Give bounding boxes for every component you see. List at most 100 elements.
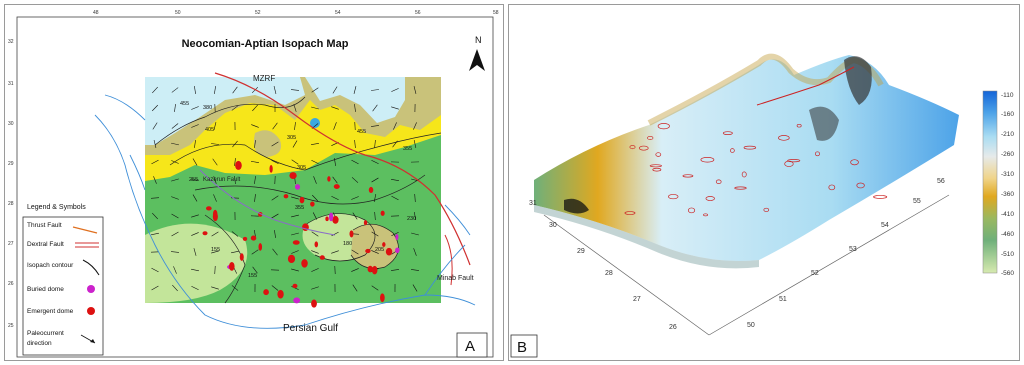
dextral-fault-icon	[75, 242, 99, 248]
dome-ring	[828, 184, 836, 191]
paleocurrent-arrow	[351, 268, 359, 272]
paleocurrent-arrow	[370, 125, 380, 127]
dome-ring	[624, 211, 636, 215]
dome-ring	[796, 123, 802, 128]
paleocurrent-arrow	[234, 157, 236, 167]
paleocurrent-arrow	[171, 123, 179, 129]
emergent-dome	[292, 283, 298, 289]
north-arrow: N	[469, 35, 485, 71]
contour-label: 355	[403, 146, 412, 152]
paleocurrent-arrow	[292, 140, 298, 148]
emergent-dome	[239, 253, 244, 261]
paleocurrent-arrow	[413, 86, 417, 94]
emergent-dome	[325, 216, 329, 222]
panel-b-letter-box	[510, 334, 538, 358]
emergent-dome	[382, 242, 386, 247]
paleocurrent-arrow	[413, 212, 417, 220]
left-tick: 29	[8, 161, 14, 167]
paleocurrent-arrow	[411, 178, 419, 182]
emergent-dome	[283, 194, 289, 199]
paleocurrent-arrows	[150, 86, 420, 293]
dome-ring	[700, 157, 715, 163]
lon-tick: 55	[913, 198, 921, 205]
paleocurrent-arrow	[271, 195, 279, 201]
emergent-dome	[229, 261, 235, 271]
legend-emergent-label: Emergent dome	[27, 308, 74, 315]
lat-tick: 30	[549, 222, 557, 229]
region-cyan-east	[305, 77, 405, 123]
dome-ring	[705, 196, 715, 201]
lat-tick: 27	[633, 296, 641, 303]
contour-labels: 455 380 405 305 255 230 355 305 155 155 …	[180, 101, 416, 279]
buried-dome	[395, 234, 399, 240]
legend-title: Legend & Symbols	[27, 204, 86, 211]
paleocurrent-arrow	[332, 176, 338, 184]
emergent-dome	[235, 160, 242, 170]
dome-ring	[687, 207, 696, 214]
paleocurrent-arrow	[251, 124, 259, 128]
colorbar-label: -510	[1001, 251, 1014, 258]
paleocurrent-arrow	[251, 249, 259, 255]
paleocurrent-arrow	[291, 196, 299, 200]
contour-label: 155	[248, 273, 257, 279]
lat-axis-line	[543, 214, 710, 336]
isopach-map-svg: 48 50 52 54 56 58 32 31 30 29 28 27 26 2…	[8, 10, 499, 358]
top-tick: 48	[93, 10, 99, 16]
region-khaki-center	[253, 130, 282, 157]
dome-ring	[741, 171, 747, 178]
dome-ring	[682, 174, 694, 178]
emergent-dome	[287, 254, 296, 264]
dome-ring	[850, 159, 859, 166]
emergent-dome	[363, 220, 368, 226]
paleocurrent-arrow	[232, 86, 238, 94]
paleocurrent-arrow	[251, 160, 259, 164]
colorbar-ramp	[982, 90, 998, 274]
dome-ring	[787, 159, 801, 163]
paleocurrent-arrow	[391, 269, 399, 271]
buried-dome	[294, 184, 301, 190]
dome-ring	[629, 145, 636, 150]
paleocurrent-arrow	[254, 176, 256, 184]
paleocurrent-arrow	[211, 250, 219, 254]
region-lightgreen-sw	[145, 223, 248, 303]
emergent-dome	[250, 235, 257, 241]
buried-dome-icon	[87, 285, 95, 293]
emergent-dome	[242, 236, 248, 241]
dome-ring	[647, 135, 654, 140]
dome-ring	[655, 152, 662, 157]
paleocurrent-arrow	[153, 140, 157, 148]
paleocurrent-arrow	[311, 286, 319, 290]
paleocurrent-arrow	[152, 212, 158, 220]
left-tick: 30	[8, 121, 14, 127]
paleocurrent-arrow	[351, 249, 359, 255]
paleocurrent-arrow	[231, 250, 239, 254]
label-kazerun-fault: Kazerun Fault	[203, 177, 241, 183]
paleocurrent-arrow	[293, 104, 297, 112]
paleocurrent-arrow	[191, 268, 199, 272]
paleocurrent-arrow	[374, 211, 376, 221]
isopach-map-panel: 48 50 52 54 56 58 32 31 30 29 28 27 26 2…	[4, 4, 504, 361]
paleocurrent-arrow	[351, 177, 359, 183]
paleocurrent-arrow	[371, 285, 379, 291]
paleocurrent-arrow	[271, 141, 279, 147]
paleocurrent-arrow	[232, 140, 238, 148]
dome-ring	[649, 164, 662, 168]
paleocurrent-arrow	[371, 231, 379, 237]
paleocurrent-arrow	[391, 179, 399, 181]
legend-buried-label: Buried dome	[27, 286, 64, 293]
dome-ring	[652, 167, 662, 172]
thrust-fault-icon	[72, 226, 98, 234]
top-tick: 54	[335, 10, 341, 16]
paleocurrent-arrow	[191, 124, 199, 128]
emergent-dome	[319, 255, 325, 260]
contour-label: 305	[297, 165, 306, 171]
lon-tick: 50	[747, 322, 755, 329]
paleocurrent-arrow	[312, 194, 318, 202]
legend-thrust-label: Thrust Fault	[27, 222, 62, 229]
emergent-dome	[299, 196, 305, 204]
paleocurrent-arrow	[271, 159, 279, 165]
paleocurrent-arrow	[374, 139, 376, 149]
paleocurrent-arrow	[213, 122, 217, 130]
paleocurrent-arrow	[311, 87, 319, 93]
paleocurrent-arrow	[152, 86, 158, 94]
